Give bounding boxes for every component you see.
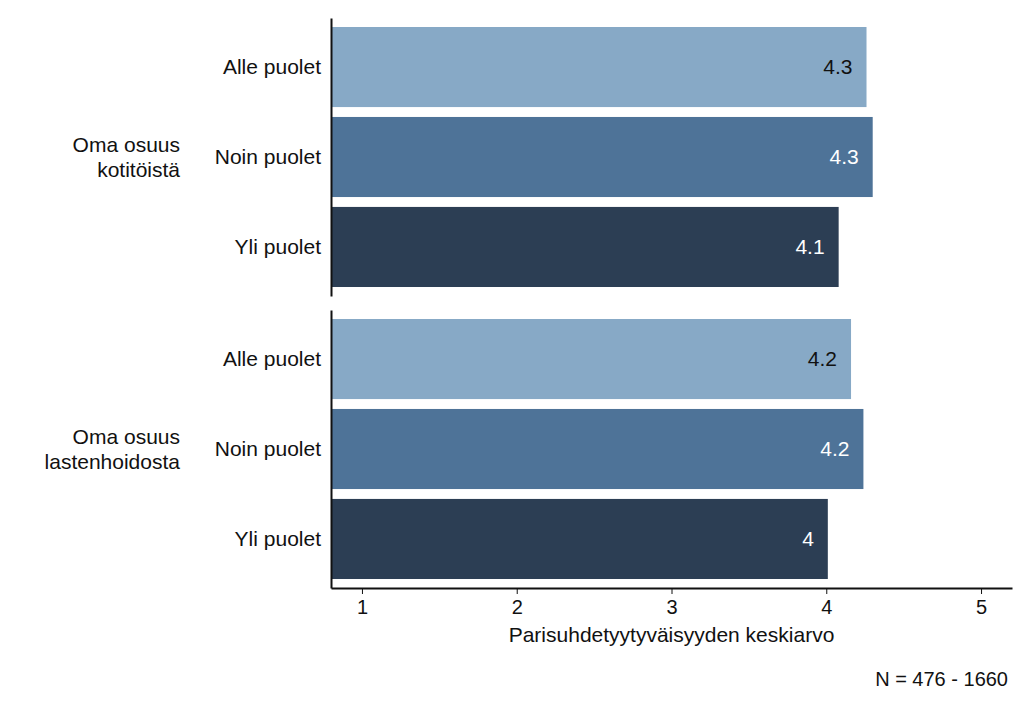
x-axis: 1 2 3 4 5 (332, 588, 1013, 618)
tick: Noin puolet (215, 145, 331, 168)
tick-label: 3 (666, 596, 677, 618)
tick: Yli puolet (235, 527, 331, 550)
tick-label: Alle puolet (223, 55, 321, 78)
panel: 4.2 4.2 4 Alle puolet Noin puolet Yli puolet O… (45, 311, 1013, 691)
bar (331, 409, 863, 489)
bar (331, 117, 873, 197)
data-label: 4.3 (823, 55, 852, 78)
tick-label: Yli puolet (235, 235, 322, 258)
tick-line (981, 588, 982, 594)
y-axis: Alle puolet Noin puolet Yli puolet (215, 311, 332, 589)
data-label: 4.1 (795, 235, 824, 258)
axis-line (331, 19, 333, 297)
tick-line (362, 588, 363, 594)
tick: 1 (357, 588, 368, 618)
tick: 2 (512, 588, 523, 618)
bars (331, 27, 873, 287)
tick: 4 (821, 588, 832, 618)
group-title: Oma osuuskotitöistä (73, 133, 181, 180)
tick-label: 4 (821, 596, 832, 618)
data-label: 4.2 (820, 437, 849, 460)
data-labels: 4.3 4.3 4.1 (795, 55, 858, 258)
data-label: 4.3 (830, 145, 859, 168)
tick-line (826, 588, 827, 594)
bar (331, 27, 867, 107)
tick: Alle puolet (223, 347, 331, 370)
tick: Alle puolet (223, 55, 331, 78)
axis-line (331, 311, 333, 589)
annotation: N = 476 - 1660 (875, 668, 1008, 690)
chart: 4.3 4.3 4.1 Alle puolet Noin puolet Yli puole… (0, 0, 1024, 704)
tick-line (672, 588, 673, 594)
bar (331, 319, 851, 399)
data-label: 4.2 (808, 347, 837, 370)
group-title: Oma osuuslastenhoidosta (45, 425, 181, 472)
tick-label: Noin puolet (215, 437, 321, 460)
tick-label: 1 (357, 596, 368, 618)
bar (331, 499, 828, 579)
tick: 3 (666, 588, 677, 618)
panel: 4.3 4.3 4.1 Alle puolet Noin puolet Yli puole… (73, 19, 873, 297)
tick: 5 (976, 588, 987, 618)
y-axis: Alle puolet Noin puolet Yli puolet (215, 19, 332, 297)
tick: Noin puolet (215, 437, 331, 460)
tick-label: Yli puolet (235, 527, 322, 550)
tick-label: 5 (976, 596, 987, 618)
bar (331, 207, 839, 287)
data-labels: 4.2 4.2 4 (802, 347, 849, 550)
x-axis-title: Parisuhdetyytyväisyyden keskiarvo (509, 623, 835, 646)
tick-label: Alle puolet (223, 347, 321, 370)
data-label: 4 (802, 527, 814, 550)
tick-label: Noin puolet (215, 145, 321, 168)
tick-label: 2 (512, 596, 523, 618)
tick-line (517, 588, 518, 594)
tick: Yli puolet (235, 235, 331, 258)
bars (331, 319, 863, 579)
